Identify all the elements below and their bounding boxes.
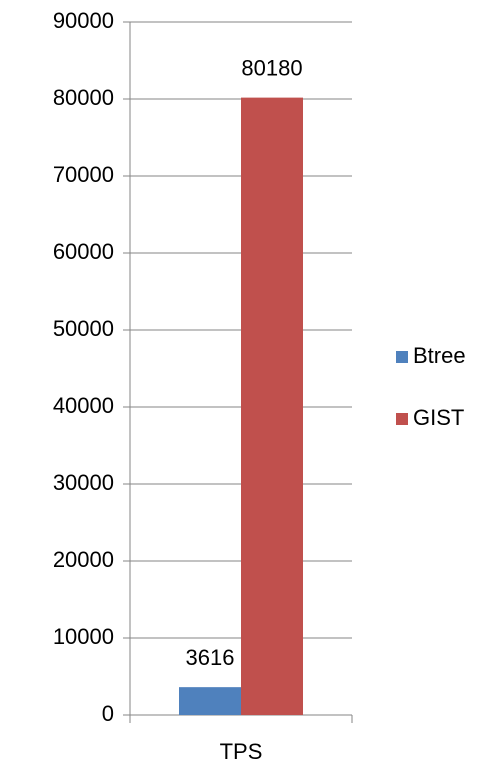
- y-tick-label: 90000: [53, 8, 114, 33]
- y-tick-label: 0: [102, 701, 114, 726]
- legend-label: Btree: [413, 343, 466, 368]
- legend-swatch: [396, 413, 408, 425]
- data-label: 3616: [186, 645, 235, 670]
- bar: [179, 687, 241, 715]
- y-tick-label: 50000: [53, 316, 114, 341]
- x-tick-label: TPS: [220, 739, 263, 764]
- y-tick-label: 70000: [53, 162, 114, 187]
- y-tick-label: 30000: [53, 470, 114, 495]
- legend-swatch: [396, 351, 408, 363]
- y-tick-label: 60000: [53, 239, 114, 264]
- y-tick-label: 20000: [53, 547, 114, 572]
- y-tick-label: 40000: [53, 393, 114, 418]
- data-label: 80180: [241, 55, 302, 80]
- y-tick-label: 10000: [53, 624, 114, 649]
- bar: [241, 97, 303, 715]
- legend-label: GIST: [413, 405, 464, 430]
- y-tick-label: 80000: [53, 85, 114, 110]
